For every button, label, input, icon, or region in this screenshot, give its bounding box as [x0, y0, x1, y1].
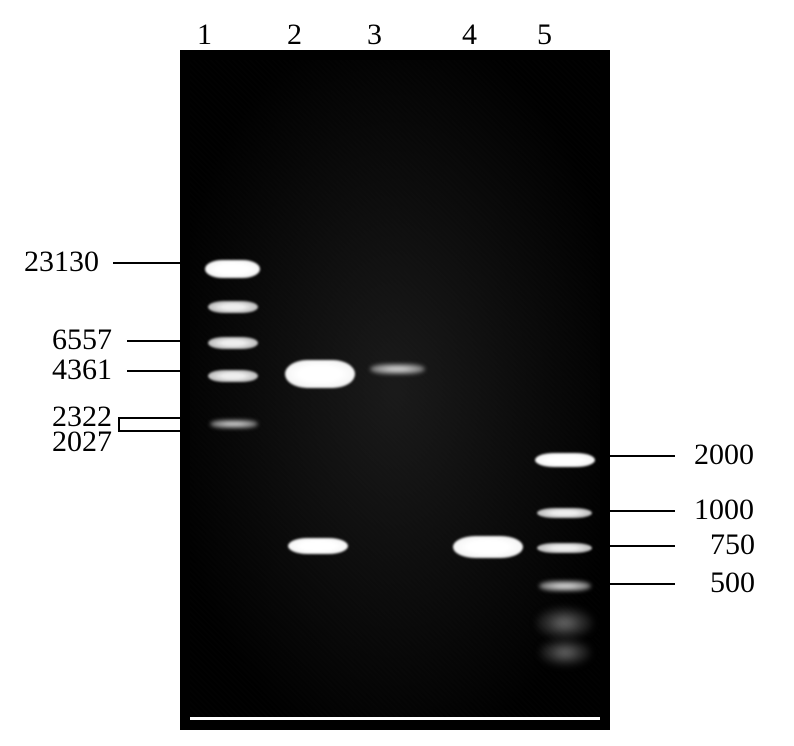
tick-2000 [610, 455, 675, 457]
tick-2027-v [118, 417, 120, 432]
band-lane5-100 [540, 640, 590, 665]
tick-4361 [127, 370, 180, 372]
band-lane5-1000 [537, 508, 592, 518]
size-label-2000: 2000 [694, 438, 754, 472]
tick-2322 [118, 417, 180, 419]
band-lane5-2000 [535, 453, 595, 467]
size-label-750: 750 [710, 528, 755, 562]
band-lane5-500 [539, 581, 591, 591]
size-label-1000: 1000 [694, 493, 754, 527]
tick-1000 [610, 510, 675, 512]
size-label-6557: 6557 [52, 323, 112, 357]
band-lane1-6557 [208, 337, 258, 349]
lane-label-5: 5 [537, 18, 552, 52]
lane-label-3: 3 [367, 18, 382, 52]
lane-label-4: 4 [462, 18, 477, 52]
size-label-2027: 2027 [52, 425, 112, 459]
gel-image-container [180, 50, 610, 730]
band-lane1-4361 [208, 370, 258, 382]
size-label-500: 500 [710, 566, 755, 600]
band-lane3 [370, 364, 425, 374]
lane-label-2: 2 [287, 18, 302, 52]
band-lane2-upper [285, 360, 355, 388]
band-lane4 [453, 536, 523, 558]
size-label-23130: 23130 [24, 245, 99, 279]
tick-2027-h [118, 430, 180, 432]
tick-500 [610, 583, 675, 585]
band-lane5-750 [537, 543, 592, 553]
tick-6557 [127, 340, 180, 342]
band-lane2-lower [288, 538, 348, 554]
band-lane1-23130 [205, 260, 260, 278]
gel-bottom-edge [190, 717, 600, 720]
lane-label-1: 1 [197, 18, 212, 52]
size-label-4361: 4361 [52, 353, 112, 387]
band-lane1-2322 [210, 420, 258, 428]
tick-23130 [113, 262, 180, 264]
gel-image [190, 60, 600, 720]
band-lane5-250 [537, 608, 592, 638]
tick-750 [610, 545, 675, 547]
band-lane1-9416 [208, 301, 258, 313]
